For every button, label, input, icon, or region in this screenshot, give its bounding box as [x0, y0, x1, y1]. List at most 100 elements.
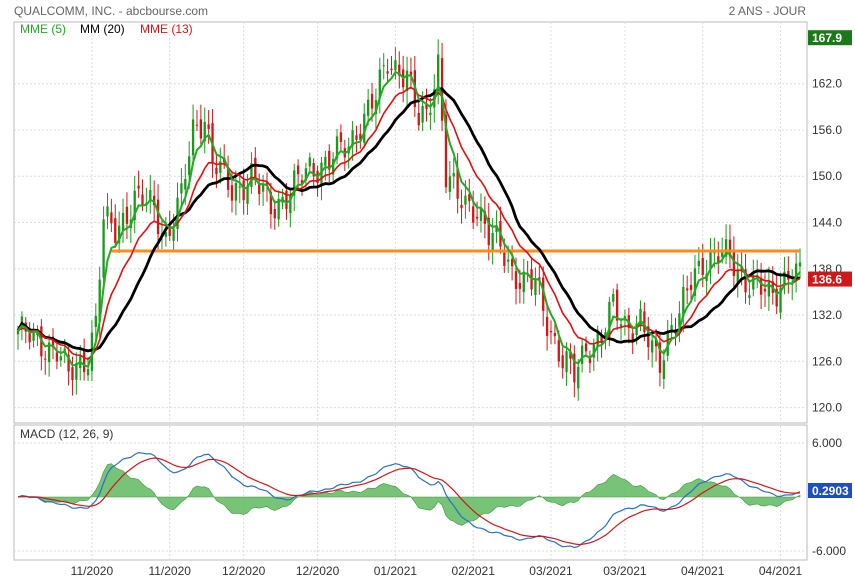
- candle-body: [495, 224, 498, 232]
- candle-body: [643, 311, 646, 333]
- candle-body: [254, 157, 257, 179]
- candle-body: [534, 279, 537, 295]
- candle-body: [355, 135, 358, 140]
- candle-body: [456, 168, 459, 199]
- candle-body: [75, 363, 78, 380]
- candle-body: [156, 199, 160, 235]
- candle-body: [639, 308, 642, 327]
- candle-body: [409, 71, 413, 76]
- candle-body: [608, 301, 611, 338]
- candle-body: [464, 195, 467, 205]
- candle-body: [207, 124, 210, 129]
- x-axis: 11/2020 11/2020 12/2020 12/2020 01/2021 02/20…: [71, 564, 803, 578]
- candle-body: [141, 194, 144, 207]
- candle-body: [351, 130, 354, 146]
- candle-body: [258, 183, 261, 194]
- macd-tick-label: -6.000: [812, 544, 846, 558]
- candle-body: [234, 183, 238, 201]
- candle-body: [678, 313, 681, 328]
- candle-body: [378, 69, 381, 99]
- candle-body: [721, 252, 724, 257]
- candle-body: [98, 279, 101, 322]
- time-tick-label: 02/2021: [451, 564, 495, 578]
- candle-body: [390, 68, 393, 71]
- candle-body: [386, 71, 389, 74]
- price-tick-label: 144.0: [812, 216, 842, 230]
- legend-mme5: MME (5): [20, 22, 66, 36]
- candle-body: [176, 197, 179, 229]
- price-tick-label: 126.0: [812, 354, 842, 368]
- macd-value-badge: [808, 483, 852, 498]
- candle-body: [293, 170, 296, 196]
- candle-body: [503, 252, 506, 266]
- candle-body: [654, 339, 658, 347]
- time-tick-label: 04/2021: [759, 564, 803, 578]
- candle-body: [370, 93, 374, 109]
- candle-body: [472, 206, 475, 223]
- candle-body: [102, 219, 105, 278]
- candle-body: [549, 330, 553, 333]
- candle-body: [752, 275, 755, 290]
- candle-body: [382, 65, 385, 67]
- candle-body: [545, 316, 549, 336]
- candle-body: [82, 350, 86, 373]
- candle-body: [215, 167, 218, 175]
- period-label: 2 ANS - JOUR: [729, 4, 807, 18]
- candle-body: [491, 232, 494, 251]
- candle-body: [203, 121, 206, 142]
- candle-body: [736, 269, 739, 283]
- candle-body: [86, 369, 90, 376]
- candle-body: [557, 340, 560, 362]
- candle-body: [666, 331, 669, 356]
- candle-body: [542, 277, 545, 311]
- candle-body: [717, 256, 720, 264]
- candle-body: [153, 195, 156, 206]
- mme5-line: [17, 71, 801, 368]
- candle-body: [117, 225, 121, 244]
- candle-body: [238, 186, 241, 188]
- candle-body: [569, 351, 572, 359]
- candle-body: [686, 288, 689, 291]
- candle-body: [289, 195, 292, 214]
- candle-body: [242, 180, 245, 201]
- candle-body: [709, 252, 712, 269]
- last-price-value: 136.6: [812, 273, 842, 287]
- candle-body: [748, 295, 751, 298]
- candle-body: [647, 326, 650, 348]
- candle-body: [59, 356, 62, 361]
- candle-body: [398, 64, 401, 76]
- candle-body: [180, 183, 183, 194]
- legend-mm20: MM (20): [80, 22, 125, 36]
- macd-line: [17, 451, 801, 549]
- candle-body: [650, 340, 654, 353]
- candle-body: [273, 209, 276, 219]
- candle-body: [697, 260, 701, 267]
- candle-body: [619, 324, 623, 327]
- time-tick-label: 01/2021: [374, 564, 418, 578]
- candle-body: [324, 156, 327, 166]
- candle-body: [561, 355, 564, 369]
- macd-value: 0.2903: [812, 484, 849, 498]
- candle-body: [487, 217, 490, 246]
- candle-body: [250, 163, 253, 188]
- signal-line: [17, 457, 801, 546]
- candle-body: [662, 360, 665, 380]
- candle-body: [137, 185, 140, 189]
- price-tick-label: 150.0: [812, 169, 842, 183]
- candle-body: [308, 157, 311, 167]
- price-tick-label: 156.0: [812, 123, 842, 137]
- candle-body: [577, 366, 580, 389]
- candle-body: [405, 70, 409, 92]
- candle-body: [394, 60, 397, 71]
- mm20-line: [16, 87, 801, 353]
- marker-value: 167.9: [812, 31, 842, 45]
- candle-body: [724, 239, 728, 257]
- candle-body: [51, 336, 55, 348]
- candle-body: [713, 252, 716, 254]
- candle-body: [693, 268, 697, 296]
- candle-body: [312, 163, 315, 177]
- candle-body: [658, 342, 662, 373]
